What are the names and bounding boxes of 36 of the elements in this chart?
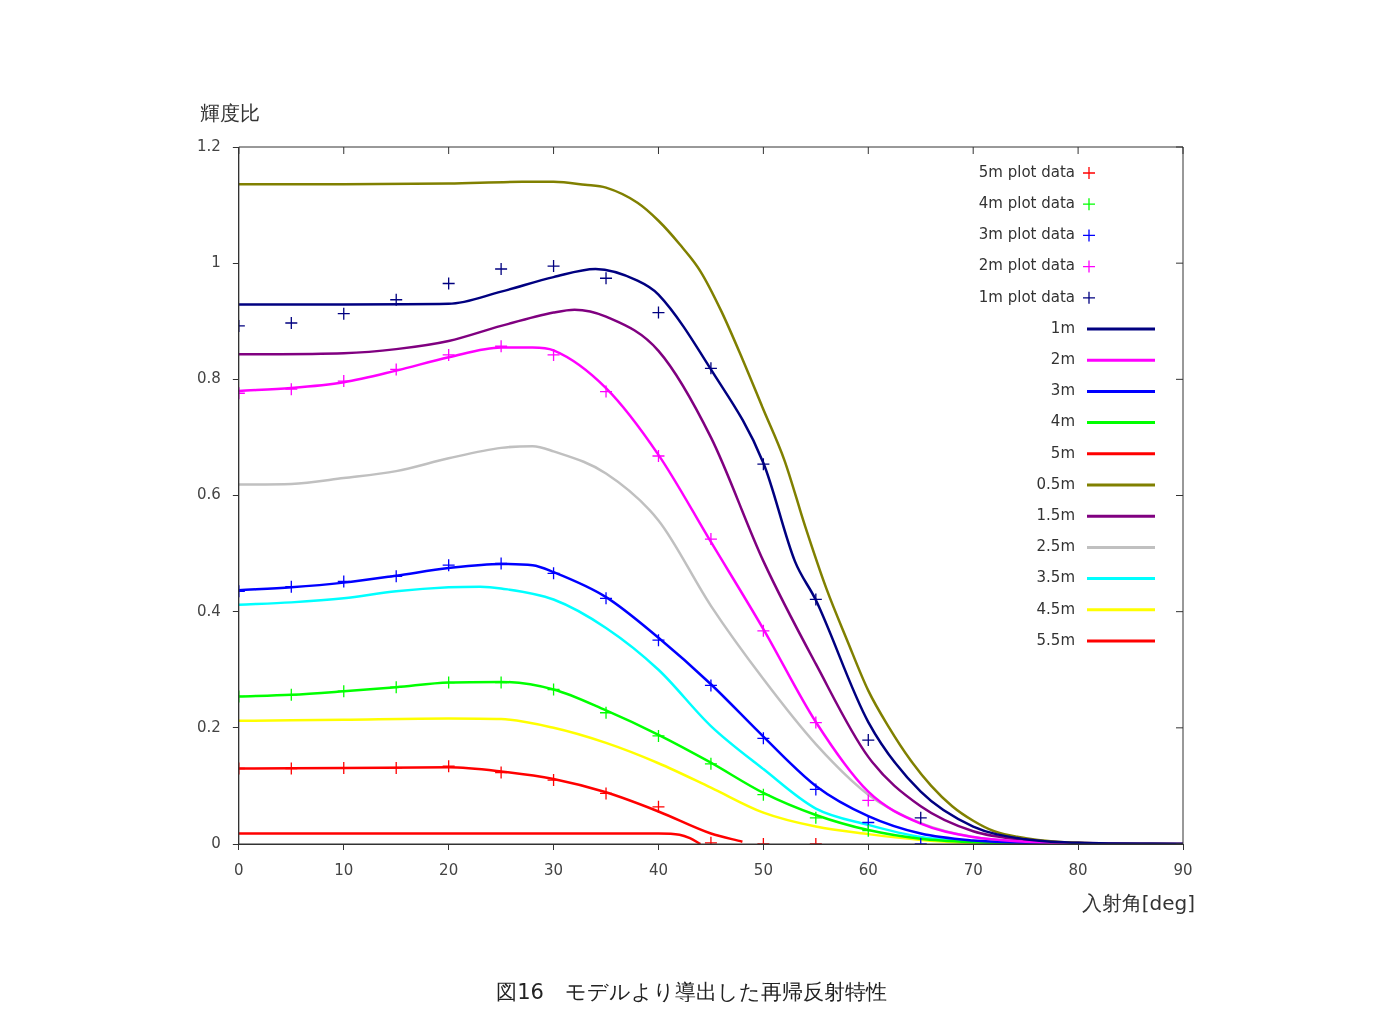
legend-label: 3.5m [1036,568,1075,587]
x-tick-label: 70 [963,860,983,879]
x-tick-label: 10 [334,860,354,879]
legend-label: 5m [1050,443,1075,462]
legend-label: 1.5m [1036,506,1075,525]
y-tick-label: 1 [211,253,221,272]
legend-label: 4.5m [1036,599,1075,618]
y-tick-label: 0.6 [197,485,221,504]
legend-label: 4m [1050,412,1075,431]
caption: 図16 モデルより導出した再帰反射特性 [495,979,888,1006]
x-tick-label: 40 [648,860,669,879]
y-axis-title: 輝度比 [200,100,260,127]
legend-label: 1m [1050,318,1075,337]
x-tick-label: 60 [858,860,878,879]
x-tick-label: 80 [1068,860,1088,879]
y-tick-label: 0.2 [197,717,221,736]
x-tick-label: 50 [753,860,773,879]
x-tick-label: 30 [544,860,564,879]
x-tick-label: 90 [1173,860,1193,879]
y-tick-label: 0 [211,833,221,852]
legend-label: 1m plot data [978,287,1075,306]
legend-label: 0.5m [1036,474,1075,493]
legend-label: 2.5m [1036,537,1075,556]
x-tick-label: 20 [439,860,459,879]
y-tick-label: 0.8 [197,369,221,388]
legend-label: 2m plot data [978,256,1075,275]
legend-label: 2m [1050,350,1075,369]
x-tick-label: 0 [234,860,244,879]
legend-label: 5.5m [1036,630,1075,649]
x-axis-title: 入射角[deg] [1081,890,1195,917]
y-tick-label: 0.4 [197,601,221,620]
legend-label: 3m plot data [978,225,1075,244]
y-tick-label: 1.2 [197,136,221,155]
legend-label: 3m [1050,381,1075,400]
legend-label: 5m plot data [978,162,1075,181]
legend-label: 4m plot data [978,194,1075,213]
